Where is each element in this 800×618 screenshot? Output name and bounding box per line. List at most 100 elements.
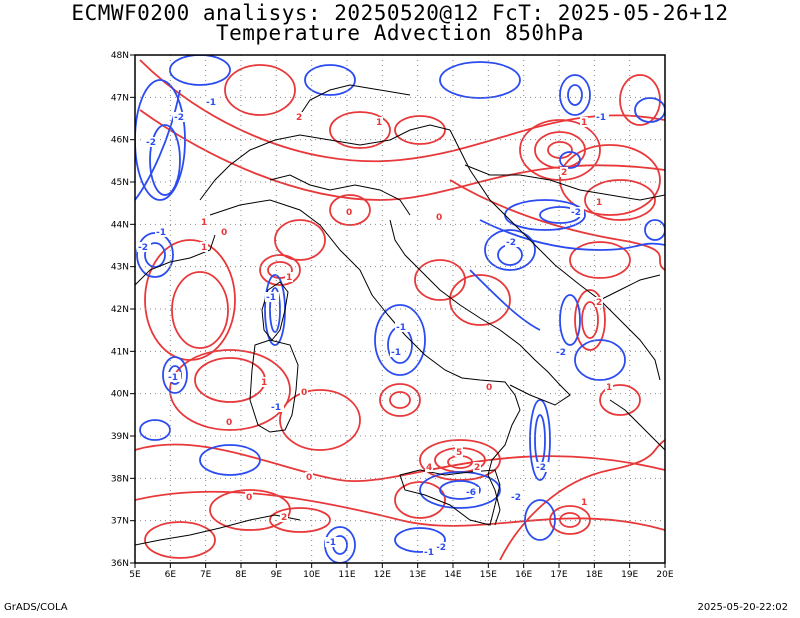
map-title: ECMWF0200 analisys: 20250520@12 FcT: 202… <box>71 1 729 25</box>
contour-label-background <box>455 447 463 457</box>
contour-label: -1 <box>391 348 401 358</box>
contour-label: 1 <box>201 243 207 253</box>
contour-label: -1 <box>596 113 606 123</box>
contour-label: 0 <box>221 228 227 238</box>
map-subtitle: Temperature Advection 850hPa <box>215 21 584 45</box>
contour-label: -2 <box>506 238 516 248</box>
contour-label: 2 <box>596 298 602 308</box>
lon-tick-label: 11E <box>338 570 355 580</box>
lat-tick-label: 44N <box>111 220 129 230</box>
contour-label: 2 <box>296 113 302 123</box>
contour-label-background <box>535 462 549 472</box>
contour-label-background <box>560 167 568 177</box>
lat-tick-label: 47N <box>111 93 129 103</box>
contour-label-background <box>485 382 493 392</box>
lat-tick-label: 48N <box>111 51 129 61</box>
contour-label: -2 <box>571 208 581 218</box>
lon-tick-label: 19E <box>621 570 638 580</box>
lat-tick-label: 41N <box>111 347 129 357</box>
lat-tick-label: 37N <box>111 517 129 527</box>
contour-label: -2 <box>138 243 148 253</box>
contour-label-background <box>300 387 308 397</box>
contour-label: 1 <box>596 198 602 208</box>
contour-label-background <box>225 417 233 427</box>
contour-label: 0 <box>306 473 312 483</box>
contour-label-background <box>580 117 588 127</box>
contour-label: -1 <box>168 373 178 383</box>
contour-label: -2 <box>146 138 156 148</box>
lat-tick-label: 39N <box>111 432 129 442</box>
lon-tick-label: 10E <box>303 570 320 580</box>
contour-label: -2 <box>436 543 446 553</box>
contour-label-background <box>595 112 609 122</box>
contour-label: 2 <box>474 463 480 473</box>
lon-tick-label: 7E <box>200 570 212 580</box>
contour-label-background <box>555 347 569 357</box>
contour-label-background <box>280 512 288 522</box>
cold-advection-contours <box>135 55 665 563</box>
lat-tick-label: 36N <box>111 559 129 569</box>
lat-tick-label: 43N <box>111 263 129 273</box>
contour-label-background <box>580 497 588 507</box>
contour-label: -1 <box>156 228 166 238</box>
contour-label: 0 <box>486 383 492 393</box>
contour-label-background <box>595 197 603 207</box>
lon-tick-label: 5E <box>129 570 141 580</box>
lon-tick-label: 20E <box>656 570 673 580</box>
contour-label: -2 <box>556 348 566 358</box>
contour-label-background <box>510 492 524 502</box>
contour-label-background <box>435 212 443 222</box>
contour-label-background <box>425 462 433 472</box>
contour-label-background <box>220 227 228 237</box>
contour-label: 1 <box>376 118 382 128</box>
contour-label: -1 <box>396 323 406 333</box>
lon-tick-label: 14E <box>444 570 461 580</box>
contour-label: 0 <box>226 418 232 428</box>
contour-label-background <box>173 112 187 122</box>
contour-label-background <box>505 237 519 247</box>
contour-label: 1 <box>581 118 587 128</box>
lon-tick-label: 16E <box>515 570 532 580</box>
lat-lon-grid <box>135 55 665 563</box>
lon-tick-label: 13E <box>409 570 426 580</box>
contour-label: 0 <box>436 213 442 223</box>
lat-tick-label: 38N <box>111 474 129 484</box>
contour-label: 0 <box>301 388 307 398</box>
contour-label: 1 <box>606 383 612 393</box>
lon-tick-label: 17E <box>550 570 567 580</box>
contour-label: -2 <box>536 463 546 473</box>
contour-label-background <box>260 377 268 387</box>
lon-tick-label: 9E <box>271 570 283 580</box>
contour-label: 1 <box>261 378 267 388</box>
contour-label-background <box>465 487 479 497</box>
contour-label-background <box>295 112 303 122</box>
contour-label-background <box>345 207 353 217</box>
contour-label-background <box>265 292 279 302</box>
lon-tick-label: 12E <box>374 570 391 580</box>
software-credit: GrADS/COLA <box>4 602 68 613</box>
contour-label-background <box>390 347 404 357</box>
contour-label-background <box>155 227 169 237</box>
contour-label: 1 <box>581 498 587 508</box>
lon-tick-label: 15E <box>480 570 497 580</box>
contour-label-background <box>137 242 151 252</box>
contour-label-background <box>595 297 603 307</box>
contour-label: -1 <box>266 293 276 303</box>
lon-tick-label: 6E <box>165 570 177 580</box>
contour-label-background <box>423 547 437 557</box>
contour-label: -2 <box>511 493 521 503</box>
contour-label: 5 <box>456 448 462 458</box>
contour-label-background <box>570 207 584 217</box>
contour-label: 0 <box>346 208 352 218</box>
contour-label-background <box>305 472 313 482</box>
contour-label: 4 <box>426 463 432 473</box>
contour-label-background <box>270 402 284 412</box>
lat-tick-label: 42N <box>111 305 129 315</box>
contour-label: -1 <box>424 548 434 558</box>
contour-label: 0 <box>246 493 252 503</box>
contour-label: -1 <box>206 98 216 108</box>
advection-contours: -2-2-1-1-2-1-1-1-1-1-2-2-2-2-6 -2-2-1-1-1… <box>135 55 665 563</box>
contour-label-background <box>435 542 449 552</box>
contour-label-background <box>605 382 613 392</box>
